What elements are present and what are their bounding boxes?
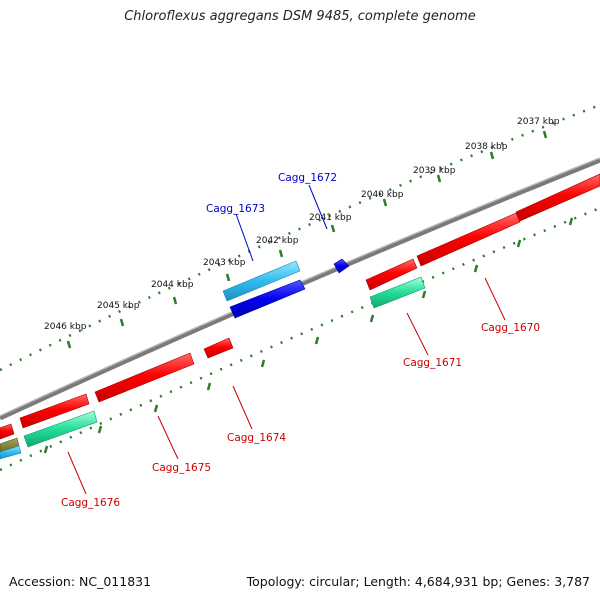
leader-cagg-1670 [484, 277, 506, 321]
feature-cagg-1671[interactable] [369, 276, 426, 309]
tick-label: 2044 kbp [151, 280, 194, 290]
genome-stats-text: Topology: circular; Length: 4,684,931 bp… [246, 574, 590, 589]
feature-cagg-1671-red[interactable] [365, 258, 418, 291]
outer-major-ticks [66, 130, 548, 349]
leader-cagg-1673 [235, 213, 254, 262]
feature-cagg-1676[interactable] [23, 410, 98, 448]
leader-cagg-1672 [308, 184, 328, 230]
outer-tick-track [0, 103, 600, 372]
tick-label: 2039 kbp [413, 166, 456, 176]
tick-label: 2043 kbp [203, 258, 246, 268]
gene-label-cagg-1672[interactable]: Cagg_1672 [278, 172, 337, 184]
leader-cagg-1676 [67, 451, 87, 495]
feature-cagg-1669[interactable] [515, 173, 600, 222]
tick-label: 2046 kbp [44, 322, 87, 332]
leader-cagg-1675 [157, 415, 179, 460]
feature-cagg-1672-small[interactable] [333, 258, 350, 274]
feature-blue-rna[interactable] [229, 279, 306, 319]
gene-label-cagg-1676[interactable]: Cagg_1676 [61, 497, 120, 509]
feature-edge-cyan[interactable] [0, 445, 22, 460]
gene-label-cagg-1674[interactable]: Cagg_1674 [227, 432, 286, 444]
map-title: Chloroflexus aggregans DSM 9485, complet… [124, 9, 476, 24]
gene-label-cagg-1671[interactable]: Cagg_1671 [403, 357, 462, 369]
tick-label: 2045 kbp [97, 301, 140, 311]
inner-tick-track [0, 206, 600, 472]
gene-label-cagg-1670[interactable]: Cagg_1670 [481, 322, 540, 334]
tick-label: 2042 kbp [256, 236, 299, 246]
tick-label: 2037 kbp [517, 117, 560, 127]
feature-cagg-1674[interactable] [203, 337, 234, 359]
gene-label-cagg-1675[interactable]: Cagg_1675 [152, 462, 211, 474]
inner-major-ticks [43, 217, 574, 454]
feature-edge-red[interactable] [0, 423, 15, 440]
tick-label: 2041 kbp [309, 213, 352, 223]
feature-cagg-1670[interactable] [416, 212, 521, 267]
leader-cagg-1671 [406, 312, 429, 356]
feature-cagg-1673[interactable] [222, 260, 301, 302]
tick-label: 2040 kbp [361, 190, 404, 200]
accession-text: Accession: NC_011831 [9, 574, 152, 589]
gene-label-cagg-1673[interactable]: Cagg_1673 [206, 203, 265, 215]
tick-label: 2038 kbp [465, 142, 508, 152]
feature-cagg-1675[interactable] [94, 352, 195, 403]
leader-cagg-1674 [232, 385, 253, 430]
feature-cagg-1676-red[interactable] [19, 393, 90, 429]
